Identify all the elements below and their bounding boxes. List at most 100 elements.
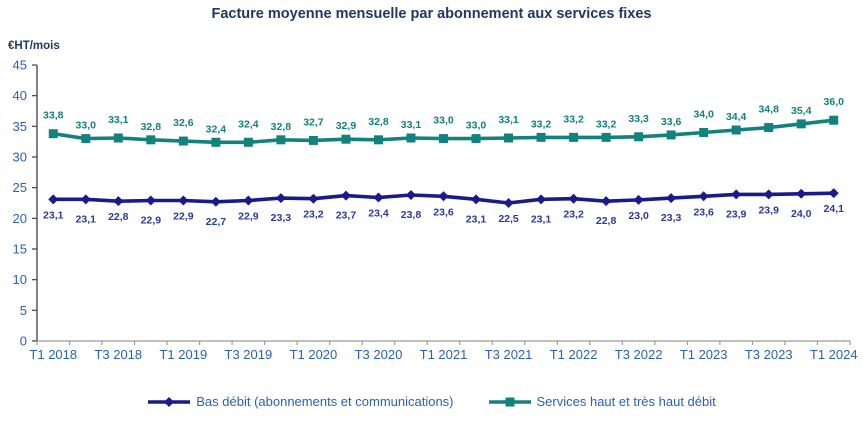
bas-debit-marker [471,194,482,205]
services-haut-debit-value-label: 32,8 [368,116,389,128]
bas-debit-marker [796,188,807,199]
bas-debit-marker [113,196,124,207]
y-tick-label: 20 [13,211,27,226]
bas-debit-marker [275,193,286,204]
services-haut-debit-value-label: 34,0 [693,108,714,120]
services-haut-debit-marker [373,135,383,145]
x-tick-label: T3 2019 [225,347,273,362]
services-haut-debit-marker [731,125,741,135]
bas-debit-marker [731,189,742,200]
bas-debit-marker [243,195,254,206]
x-tick-label: T3 2020 [355,347,403,362]
x-tick-label: T3 2021 [485,347,533,362]
services-haut-debit-value-label: 32,9 [336,120,357,132]
bas-debit-value-label: 23,9 [726,208,747,220]
y-tick-label: 25 [13,180,27,195]
bas-debit-marker [48,194,59,205]
bas-debit-value-label: 23,8 [401,209,422,221]
y-axis-unit-label: €HT/mois [8,40,60,52]
y-tick-label: 35 [13,119,27,134]
legend-label-services-haut-debit: Services haut et très haut débit [536,394,716,409]
services-haut-debit-marker [634,132,644,142]
services-haut-debit-marker [666,130,676,140]
services-haut-debit-value-label: 33,2 [563,113,584,125]
services-haut-debit-value-label: 33,0 [466,120,487,132]
bas-debit-marker [438,191,449,202]
services-haut-debit-value-label: 32,8 [271,121,292,133]
bas-debit-marker [666,193,677,204]
services-haut-debit-value-label: 32,8 [141,121,162,133]
services-haut-debit-value-label: 33,3 [628,113,649,125]
bas-debit-value-label: 22,8 [108,211,129,223]
x-tick-label: T3 2022 [615,347,663,362]
x-tick-label: T1 2023 [680,347,728,362]
services-haut-debit-value-label: 33,1 [401,119,422,131]
bas-debit-value-label: 23,4 [368,207,389,219]
bas-debit-marker [373,192,384,203]
x-tick-label: T3 2018 [94,347,142,362]
bas-debit-value-label: 24,1 [824,203,845,215]
bas-debit-marker [405,190,416,201]
services-haut-debit-marker [211,137,221,147]
services-haut-debit-marker [146,135,156,145]
bas-debit-value-label: 23,1 [76,213,97,225]
bas-debit-marker [340,190,351,201]
bas-debit-marker [828,188,839,199]
services-haut-debit-legend-marker [488,397,531,406]
services-haut-debit-value-label: 32,7 [303,116,324,128]
legend: Bas débit (abonnements et communications… [0,394,863,409]
bas-debit-value-label: 22,9 [141,215,162,227]
services-haut-debit-value-label: 33,8 [43,110,64,122]
services-haut-debit-marker [308,135,318,145]
y-tick-label: 0 [20,334,27,349]
bas-debit-value-label: 23,2 [303,209,324,221]
services-haut-debit-value-label: 32,6 [173,117,194,129]
bas-debit-marker [503,198,514,208]
services-haut-debit-marker [439,134,448,144]
services-haut-debit-marker [406,133,416,143]
bas-debit-value-label: 24,0 [791,208,812,220]
x-tick-label: T1 2019 [159,347,207,362]
services-haut-debit-marker [81,134,91,144]
bas-debit-value-label: 23,6 [433,206,454,218]
legend-square-icon [505,397,515,406]
bas-debit-value-label: 23,6 [693,206,714,218]
bas-debit-marker [601,196,612,207]
legend-item-bas-debit: Bas débit (abonnements et communications… [147,394,454,409]
bas-debit-value-label: 23,3 [271,212,292,224]
services-haut-debit-marker [796,119,806,129]
legend-label-bas-debit: Bas débit (abonnements et communications… [196,394,454,409]
bas-debit-value-label: 23,1 [43,209,64,221]
bas-debit-value-label: 23,9 [758,204,779,216]
bas-debit-marker [308,193,319,204]
services-haut-debit-marker [536,132,546,142]
legend-item-services-haut-debit: Services haut et très haut débit [488,394,716,409]
bas-debit-marker [80,194,91,205]
bas-debit-value-label: 23,1 [466,213,487,225]
services-haut-debit-marker [699,127,709,137]
plot-area: 0 5 10 15 20 25 30 35 40 45 T1 2018 T3 2018 T1 2019 T… [13,60,858,362]
services-haut-debit-value-label: 34,4 [726,111,747,123]
services-haut-debit-marker [178,136,188,146]
services-haut-debit-value-label: 33,1 [498,114,519,126]
services-haut-debit-marker [504,133,514,143]
services-haut-debit-marker [276,135,286,145]
x-tick-label: T3 2023 [745,347,793,362]
y-tick-label: 40 [13,88,27,103]
bas-debit-legend-marker [148,396,191,407]
services-haut-debit-marker [48,129,58,139]
services-haut-debit-value-label: 32,4 [238,118,259,130]
services-haut-debit-marker [601,132,611,142]
services-haut-debit-value-label: 33,1 [108,114,129,126]
chart-title: Facture moyenne mensuelle par abonnement… [211,6,652,22]
bas-debit-marker [178,195,189,206]
x-tick-label: T1 2018 [29,347,77,362]
bas-debit-marker [536,194,547,205]
legend-diamond-icon [164,396,175,407]
bas-debit-value-label: 23,7 [336,210,357,222]
services-haut-debit-value-label: 36,0 [824,96,845,108]
y-tick-label: 10 [13,272,27,287]
x-tick-label: T1 2021 [420,347,468,362]
y-tick-label: 45 [13,60,27,73]
